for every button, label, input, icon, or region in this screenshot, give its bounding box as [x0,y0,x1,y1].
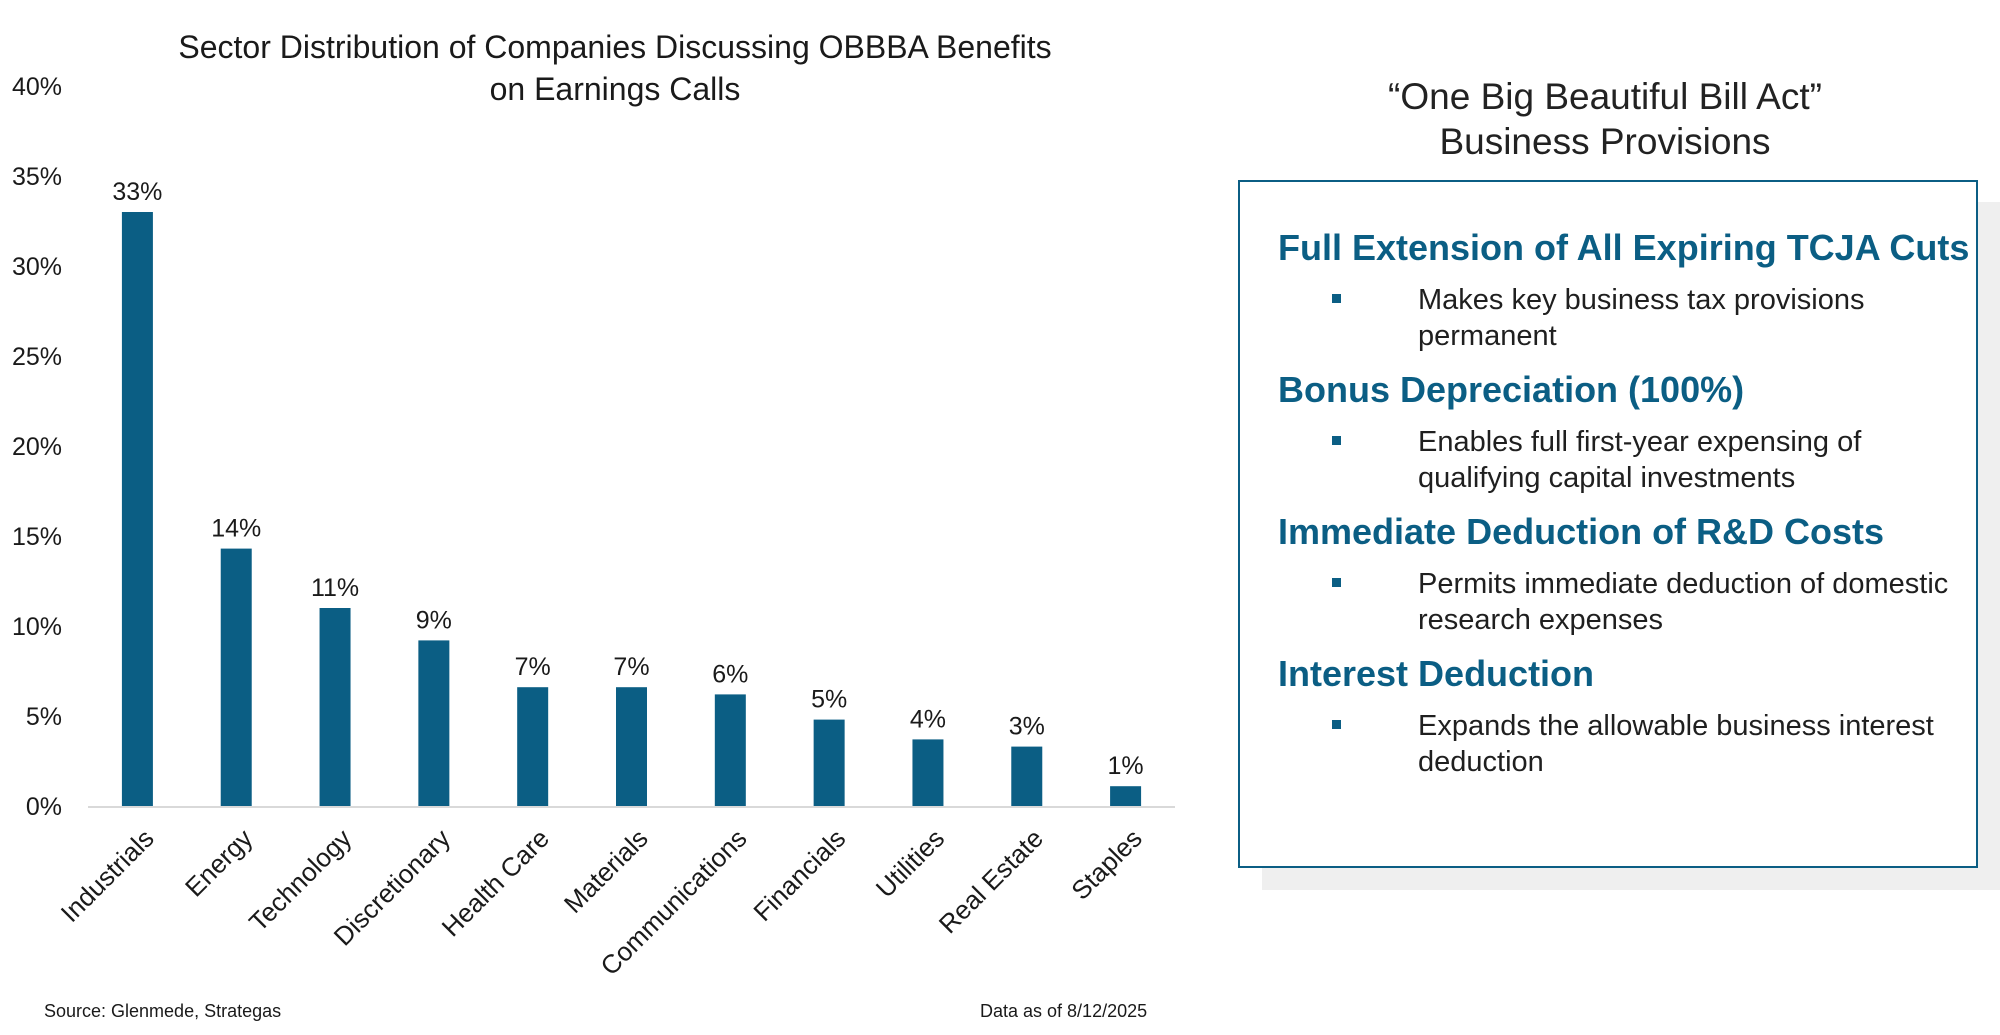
provision-detail-text: Makes key business tax provisions perman… [1418,284,1865,352]
provision-detail-text: Permits immediate deduction of domestic … [1418,568,1949,636]
data-labels: 33% 14% 11% 9% 7% 7% 6% 5% 4% 3% 1% [112,178,1143,780]
y-tick-label: 10% [12,613,62,641]
x-tick-label: Energy [179,823,258,902]
bar-chart: 0% 5% 10% 15% 20% 25% 30% 35% 40% 33% 14% 11% 9% 7% 7… [12,73,1175,981]
x-tick-label: Staples [1065,823,1148,906]
bar [1110,786,1142,806]
bar [1011,746,1043,806]
provision-detail-text: Expands the allowable business interest … [1418,710,1934,778]
x-tick-label: Financials [747,823,851,927]
y-tick-label: 20% [12,433,62,461]
data-label: 6% [712,660,748,688]
provisions-panel-title: “One Big Beautiful Bill Act” Business Pr… [1250,74,1960,164]
panel-title-line-2: Business Provisions [1439,121,1771,162]
provision-heading: Immediate Deduction of R&D Costs [1278,511,1885,552]
provision-detail: Enables full first-year expensing of qua… [1278,424,1976,496]
data-label: 4% [910,705,946,733]
provision-3: Immediate Deduction of R&D Costs Permits… [1278,510,1976,638]
x-tick-label: Utilities [870,823,950,903]
provision-2: Bonus Depreciation (100%) Enables full f… [1278,368,1976,496]
chart-title: Sector Distribution of Companies Discuss… [120,26,1110,110]
provision-detail: Expands the allowable business interest … [1278,708,1976,780]
x-axis: Industrials EnergyTechnologyDiscretionary… [55,806,1175,981]
source-note: Source: Glenmede, Strategas [44,1001,282,1021]
y-tick-label: 0% [26,793,62,821]
data-label: 7% [515,653,551,681]
bar [418,640,450,806]
data-label: 33% [112,178,162,206]
chart-title-line-1: Sector Distribution of Companies Discuss… [178,29,1052,65]
y-axis: 0% 5% 10% 15% 20% 25% 30% 35% 40% [12,73,62,821]
provisions-panel: Full Extension of All Expiring TCJA Cuts… [1238,180,1978,868]
data-label: 5% [811,686,847,714]
provision-4: Interest Deduction Expands the allowable… [1278,652,1976,780]
provision-detail: Makes key business tax provisions perman… [1278,282,1976,354]
y-tick-label: 30% [12,253,62,281]
y-tick-label: 5% [26,703,62,731]
provision-detail-text: Enables full first-year expensing of qua… [1418,426,1862,494]
provision-heading: Bonus Depreciation (100%) [1278,369,1745,410]
bullet-square-icon [1332,436,1341,445]
panel-title-line-1: “One Big Beautiful Bill Act” [1388,76,1822,117]
bullet-square-icon [1332,578,1341,587]
bar [319,608,351,806]
x-tick-label: Health Care [436,823,555,942]
bar [813,719,845,806]
chart-title-line-2: on Earnings Calls [489,71,741,107]
provision-detail: Permits immediate deduction of domestic … [1278,566,1976,638]
data-as-of-note: Data as of 8/12/2025 [980,1001,1148,1021]
bar [714,694,746,806]
provision-heading: Interest Deduction [1278,653,1595,694]
bullet-square-icon [1332,720,1341,729]
bar [912,739,944,806]
data-label: 1% [1108,752,1144,780]
bar [517,687,549,806]
data-label: 14% [211,515,261,543]
bars [121,212,1142,806]
data-label: 3% [1009,713,1045,741]
x-tick-label: Industrials [55,823,160,928]
y-tick-label: 25% [12,343,62,371]
data-label: 9% [416,606,452,634]
data-label: 7% [613,653,649,681]
bullet-square-icon [1332,294,1341,303]
bar [220,548,252,806]
y-tick-label: 40% [12,73,62,101]
bar [616,687,647,806]
y-tick-label: 15% [12,523,62,551]
provision-1: Full Extension of All Expiring TCJA Cuts… [1278,226,1976,354]
bar [121,212,153,806]
data-label: 11% [311,574,359,602]
x-tick-label: Real Estate [933,823,1049,939]
x-tick-label: Materials [558,823,654,919]
y-tick-label: 35% [12,163,62,191]
provision-heading: Full Extension of All Expiring TCJA Cuts [1278,227,1970,268]
